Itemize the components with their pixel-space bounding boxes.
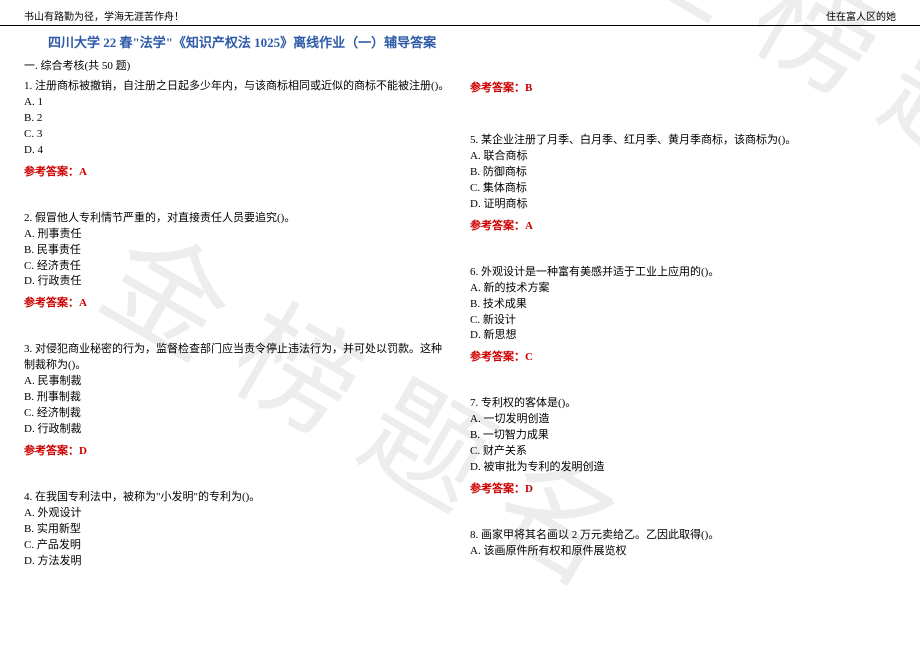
question-block: 2. 假冒他人专利情节严重的，对直接责任人员要追究()。A. 刑事责任B. 民事… [24,211,450,311]
option-line: D. 新思想 [470,328,896,344]
option-line: D. 方法发明 [24,554,450,570]
option-line: C. 财产关系 [470,444,896,460]
question-text: 2. 假冒他人专利情节严重的，对直接责任人员要追究()。 [24,211,450,227]
option-line: C. 产品发明 [24,538,450,554]
question-block: 7. 专利权的客体是()。A. 一切发明创造B. 一切智力成果C. 财产关系D.… [470,396,896,496]
option-line: C. 经济责任 [24,259,450,275]
option-line: B. 实用新型 [24,522,450,538]
option-line: B. 刑事制裁 [24,390,450,406]
option-line: D. 行政责任 [24,274,450,290]
option-line: A. 一切发明创造 [470,412,896,428]
option-line: A. 民事制裁 [24,374,450,390]
option-line: D. 4 [24,143,450,159]
question-text: 4. 在我国专利法中，被称为"小发明"的专利为()。 [24,490,450,506]
page-header: 书山有路勤为径，学海无涯苦作舟！ 住在富人区的她 [0,0,920,26]
question-text: 7. 专利权的客体是()。 [470,396,896,412]
question-block: 6. 外观设计是一种富有美感并适于工业上应用的()。A. 新的技术方案B. 技术… [470,265,896,365]
option-line: A. 新的技术方案 [470,281,896,297]
answer-line: 参考答案：A [24,294,450,310]
question-block: 1. 注册商标被撤销，自注册之日起多少年内，与该商标相同或近似的商标不能被注册(… [24,79,450,179]
left-column: 1. 注册商标被撤销，自注册之日起多少年内，与该商标相同或近似的商标不能被注册(… [24,79,450,592]
question-block: 参考答案：B 5. 某企业注册了月季、白月季、红月季、黄月季商标，该商标为()。A… [470,79,896,233]
answer-line: 参考答案：A [470,217,896,233]
option-line: A. 1 [24,95,450,111]
content-columns: 1. 注册商标被撤销，自注册之日起多少年内，与该商标相同或近似的商标不能被注册(… [0,79,920,592]
doc-title: 四川大学 22 春"法学"《知识产权法 1025》离线作业（一）辅导答案 [0,26,920,55]
question-block: 8. 画家甲将其名画以 2 万元卖给乙。乙因此取得()。A. 该画原件所有权和原… [470,528,896,560]
question-text: 1. 注册商标被撤销，自注册之日起多少年内，与该商标相同或近似的商标不能被注册(… [24,79,450,95]
question-text: 6. 外观设计是一种富有美感并适于工业上应用的()。 [470,265,896,281]
answer-line: 参考答案：D [24,442,450,458]
question-block: 3. 对侵犯商业秘密的行为，监督检查部门应当责令停止违法行为，并可处以罚款。这种… [24,342,450,458]
option-line: C. 新设计 [470,313,896,329]
option-line: B. 技术成果 [470,297,896,313]
option-line: A. 联合商标 [470,149,896,165]
option-line: B. 防御商标 [470,165,896,181]
right-column: 参考答案：B5. 某企业注册了月季、白月季、红月季、黄月季商标，该商标为()。A… [470,79,896,592]
option-line: C. 3 [24,127,450,143]
option-line: A. 外观设计 [24,506,450,522]
question-text: 8. 画家甲将其名画以 2 万元卖给乙。乙因此取得()。 [470,528,896,544]
option-line: D. 证明商标 [470,197,896,213]
option-line: A. 该画原件所有权和原件展览权 [470,544,896,560]
question-text: 3. 对侵犯商业秘密的行为，监督检查部门应当责令停止违法行为，并可处以罚款。这种… [24,342,450,374]
option-line: D. 被审批为专利的发明创造 [470,460,896,476]
option-line: B. 2 [24,111,450,127]
option-line: B. 民事责任 [24,243,450,259]
answer-line: 参考答案：C [470,348,896,364]
question-text: 5. 某企业注册了月季、白月季、红月季、黄月季商标，该商标为()。 [470,133,896,149]
option-line: A. 刑事责任 [24,227,450,243]
option-line: C. 集体商标 [470,181,896,197]
header-left: 书山有路勤为径，学海无涯苦作舟！ [24,8,184,23]
answer-line: 参考答案：A [24,163,450,179]
option-line: B. 一切智力成果 [470,428,896,444]
option-line: C. 经济制裁 [24,406,450,422]
answer-line: 参考答案：D [470,480,896,496]
section-header: 一. 综合考核(共 50 题) [0,55,920,79]
question-block: 4. 在我国专利法中，被称为"小发明"的专利为()。A. 外观设计B. 实用新型… [24,490,450,570]
header-right: 住在富人区的她 [826,8,896,23]
answer-line: 参考答案：B [470,79,896,95]
option-line: D. 行政制裁 [24,422,450,438]
